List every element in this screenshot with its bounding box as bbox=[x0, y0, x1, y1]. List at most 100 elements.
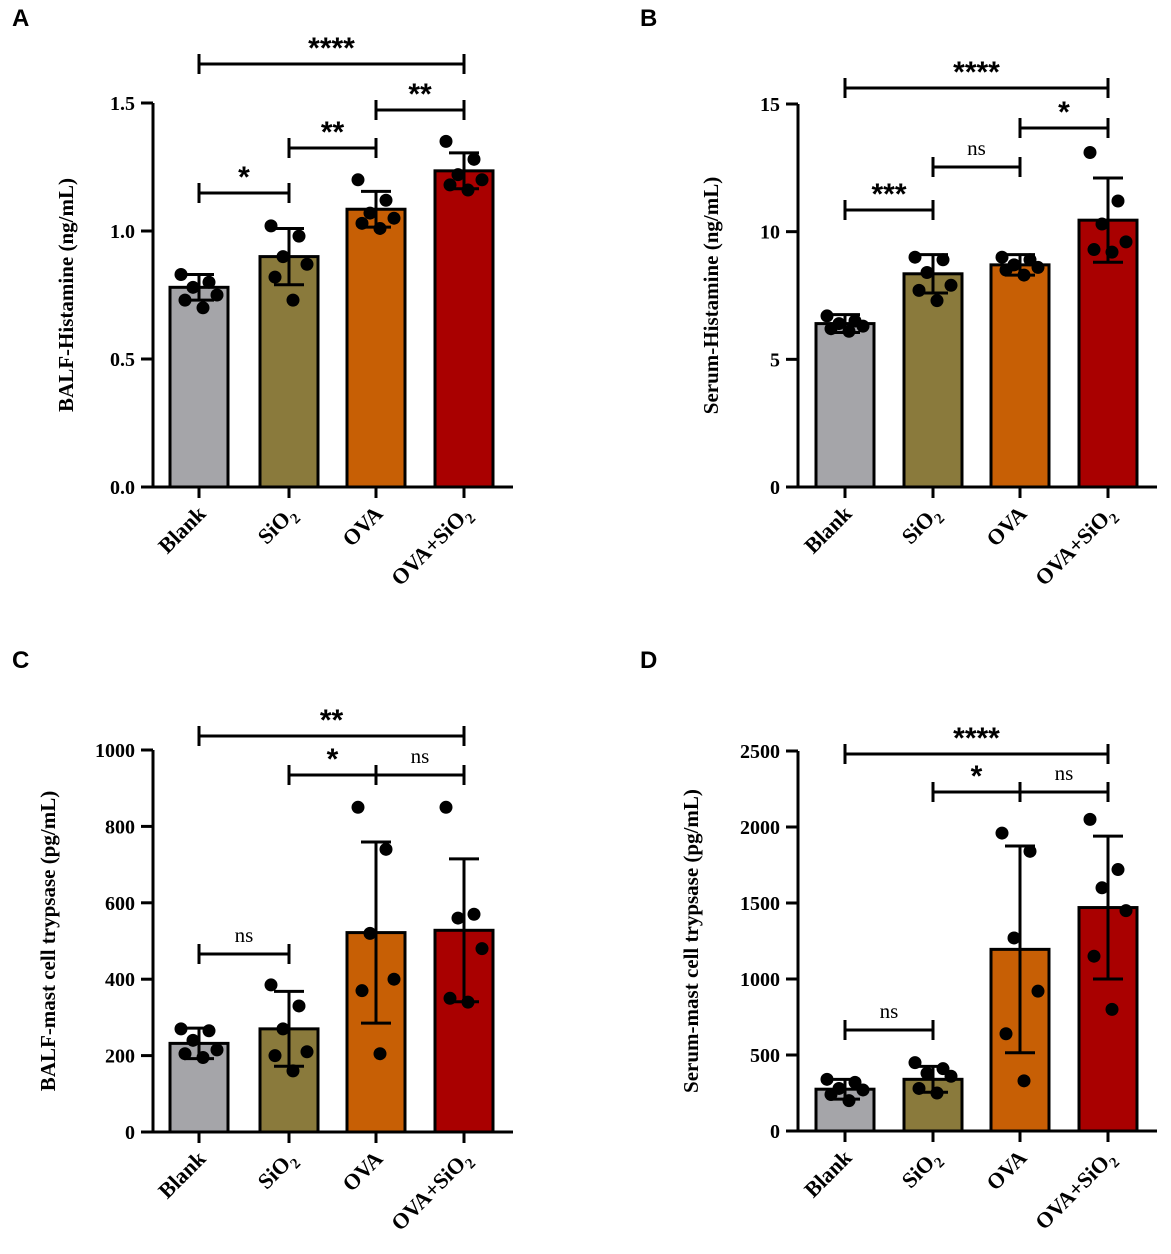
data-point bbox=[379, 193, 393, 207]
data-point bbox=[355, 984, 369, 998]
data-point bbox=[1095, 217, 1109, 231]
panel-letter: D bbox=[640, 647, 657, 674]
y-tick-label: 5 bbox=[770, 349, 780, 371]
data-point bbox=[467, 152, 481, 166]
data-point bbox=[1087, 243, 1101, 257]
significance-bracket: ** bbox=[287, 116, 378, 158]
panel-letter: B bbox=[640, 5, 657, 32]
data-point bbox=[202, 275, 216, 289]
y-tick-label: 500 bbox=[750, 1045, 780, 1067]
data-point bbox=[1031, 984, 1045, 998]
data-point bbox=[174, 268, 188, 282]
x-category-label: Blank bbox=[799, 1144, 857, 1202]
y-tick-label: 0 bbox=[770, 1121, 780, 1143]
y-tick-label: 200 bbox=[105, 1046, 135, 1068]
significance-label: ** bbox=[320, 704, 344, 737]
data-point bbox=[264, 978, 278, 992]
y-tick-label: 400 bbox=[105, 969, 135, 991]
data-point bbox=[286, 293, 300, 307]
data-point bbox=[1111, 863, 1125, 877]
significance-bracket: ns bbox=[1018, 761, 1110, 802]
data-point bbox=[210, 288, 224, 302]
y-tick-label: 1500 bbox=[740, 893, 780, 915]
significance-label: **** bbox=[308, 32, 355, 65]
significance-label: *** bbox=[871, 178, 906, 211]
bar-sio2 bbox=[258, 255, 320, 489]
significance-bracket: ns bbox=[843, 999, 935, 1040]
data-point bbox=[995, 826, 1009, 840]
data-point bbox=[936, 253, 950, 267]
data-point bbox=[276, 250, 290, 264]
data-point bbox=[1119, 235, 1133, 249]
data-point bbox=[292, 999, 306, 1013]
significance-bracket: * bbox=[287, 743, 378, 785]
bar-ova bbox=[989, 263, 1051, 489]
data-point bbox=[1083, 812, 1097, 826]
y-tick-label: 0.5 bbox=[110, 349, 135, 371]
significance-bracket: *** bbox=[843, 178, 935, 220]
data-point bbox=[1031, 260, 1045, 274]
data-point bbox=[1007, 931, 1021, 945]
x-category-label: SiO2 bbox=[252, 1146, 304, 1198]
significance-label: * bbox=[1058, 96, 1070, 129]
data-point bbox=[999, 263, 1013, 277]
data-point bbox=[379, 842, 393, 856]
y-axis-title: Serum-mast cell trypsase (pg/mL) bbox=[679, 789, 703, 1093]
data-point bbox=[351, 800, 365, 814]
data-point bbox=[920, 1066, 934, 1080]
significance-label: * bbox=[238, 161, 250, 194]
significance-label: ** bbox=[408, 78, 432, 111]
data-point bbox=[475, 173, 489, 187]
significance-label: **** bbox=[953, 56, 1000, 89]
data-point bbox=[268, 1049, 282, 1063]
bar-blank bbox=[168, 285, 230, 489]
data-point bbox=[186, 280, 200, 294]
data-point bbox=[300, 1045, 314, 1059]
y-tick-label: 0 bbox=[125, 1122, 135, 1144]
significance-bracket: * bbox=[931, 760, 1022, 802]
x-category-label: OVA bbox=[981, 501, 1031, 551]
significance-bracket: * bbox=[197, 161, 291, 203]
data-point bbox=[930, 294, 944, 308]
x-category-label: Blank bbox=[153, 1145, 211, 1203]
data-point bbox=[264, 219, 278, 233]
bar-ova bbox=[345, 207, 407, 489]
data-point bbox=[276, 1022, 290, 1036]
data-point bbox=[995, 250, 1009, 264]
data-point bbox=[268, 270, 282, 284]
data-point bbox=[1023, 844, 1037, 858]
data-point bbox=[351, 173, 365, 187]
x-category-label: SiO2 bbox=[896, 1145, 948, 1197]
data-point bbox=[174, 1022, 188, 1036]
data-point bbox=[1087, 949, 1101, 963]
y-tick-label: 15 bbox=[760, 94, 780, 116]
data-point bbox=[820, 309, 834, 323]
data-point bbox=[1111, 194, 1125, 208]
significance-bracket: ns bbox=[931, 136, 1022, 177]
x-category-label: SiO2 bbox=[896, 501, 948, 553]
bar-ovasio2 bbox=[433, 169, 495, 489]
significance-label: ns bbox=[1055, 761, 1074, 785]
significance-bracket: ** bbox=[197, 704, 466, 746]
significance-label: **** bbox=[953, 722, 1000, 755]
significance-label: * bbox=[327, 743, 339, 776]
data-point bbox=[944, 278, 958, 292]
x-category-label: OVA+SiO2 bbox=[386, 501, 479, 594]
data-point bbox=[439, 800, 453, 814]
y-tick-label: 1000 bbox=[740, 969, 780, 991]
data-point bbox=[196, 301, 210, 315]
y-axis-title: BALF-mast cell trypsase (pg/mL) bbox=[36, 791, 60, 1091]
data-point bbox=[387, 211, 401, 225]
bar-blank bbox=[814, 322, 876, 489]
x-category-label: OVA bbox=[337, 1146, 387, 1196]
significance-bracket: **** bbox=[197, 32, 466, 74]
y-tick-label: 800 bbox=[105, 816, 135, 838]
x-category-label: Blank bbox=[153, 500, 211, 558]
data-point bbox=[1095, 881, 1109, 895]
data-point bbox=[439, 134, 453, 148]
data-point bbox=[908, 250, 922, 264]
x-category-label: OVA+SiO2 bbox=[1030, 1145, 1123, 1238]
y-tick-label: 600 bbox=[105, 893, 135, 915]
significance-label: * bbox=[971, 760, 983, 793]
